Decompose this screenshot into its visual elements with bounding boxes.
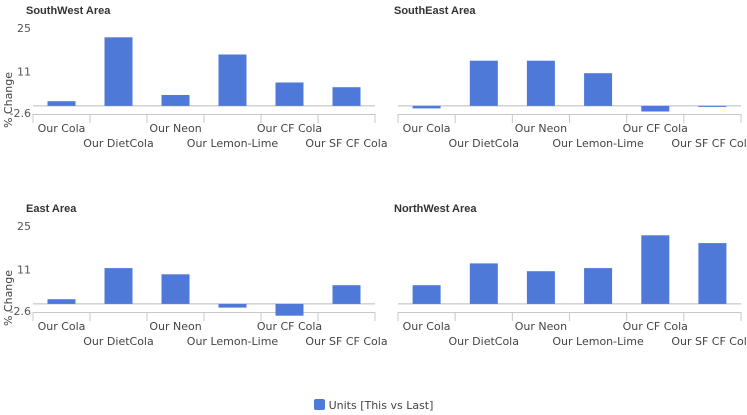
x-category-label: Our SF CF Cola (305, 137, 387, 150)
x-category-label: Our DietCola (449, 335, 519, 348)
bar (104, 37, 133, 106)
legend-label: Units [This vs Last] (328, 399, 434, 412)
bar (332, 87, 361, 106)
bar (218, 54, 247, 106)
bar (275, 82, 304, 106)
x-category-label: Our CF Cola (623, 320, 688, 333)
x-category-label: Our Neon (515, 320, 567, 333)
x-category-label: Our Lemon-Lime (552, 335, 644, 348)
x-category-label: Our SF CF Cola (305, 335, 387, 348)
bar (469, 60, 498, 106)
x-category-label: Our SF CF Cola (671, 137, 747, 150)
bar (412, 285, 441, 304)
chart-canvas: SouthWest Area -2.6 11 25 % Change Our Cola Ou… (2, 5, 747, 348)
y-axis-label: % Change (2, 270, 15, 326)
panel-title: SouthEast Area (394, 5, 476, 17)
bar (47, 101, 76, 106)
bar (218, 303, 247, 308)
x-category-label: Our Neon (149, 122, 201, 135)
panel-title: SouthWest Area (26, 5, 111, 17)
x-category-label: Our Neon (515, 122, 567, 135)
x-category-label: Our DietCola (449, 137, 519, 150)
panel-title: East Area (26, 203, 77, 215)
x-category-label: Our Lemon-Lime (187, 335, 279, 348)
bar (641, 235, 670, 304)
y-axis-label: % Change (2, 72, 15, 128)
x-category-label: Our Lemon-Lime (552, 137, 644, 150)
bar (161, 95, 190, 106)
bar (104, 268, 133, 304)
bar (698, 243, 727, 304)
x-category-label: Our Cola (403, 122, 451, 135)
x-category-label: Our DietCola (83, 137, 153, 150)
x-category-label: Our CF Cola (257, 122, 322, 135)
x-category-label: Our Cola (38, 320, 86, 333)
bar (584, 268, 613, 304)
y-tick-label: -2.6 (10, 107, 31, 120)
legend-swatch[interactable] (313, 399, 325, 410)
legend: Units [This vs Last] (0, 399, 747, 412)
bar (584, 73, 613, 106)
bar (47, 299, 76, 304)
x-category-label: Our SF CF Cola (671, 335, 747, 348)
y-tick-label: -2.6 (10, 305, 31, 318)
bar (412, 105, 441, 109)
x-category-label: Our Lemon-Lime (187, 137, 279, 150)
y-tick-label: 11 (17, 264, 31, 277)
x-category-label: Our CF Cola (257, 320, 322, 333)
x-category-label: Our CF Cola (623, 122, 688, 135)
bar (526, 271, 555, 304)
bar (275, 303, 304, 316)
y-tick-label: 25 (17, 220, 31, 233)
bar (526, 60, 555, 106)
y-tick-label: 11 (17, 66, 31, 79)
bar (698, 105, 727, 107)
y-tick-label: 25 (17, 22, 31, 35)
bar (161, 274, 190, 304)
bar (469, 263, 498, 304)
panel-title: NorthWest Area (394, 203, 477, 215)
x-category-label: Our DietCola (83, 335, 153, 348)
x-category-label: Our Neon (149, 320, 201, 333)
bar (641, 105, 670, 112)
x-category-label: Our Cola (38, 122, 86, 135)
x-category-label: Our Cola (403, 320, 451, 333)
bar (332, 285, 361, 304)
